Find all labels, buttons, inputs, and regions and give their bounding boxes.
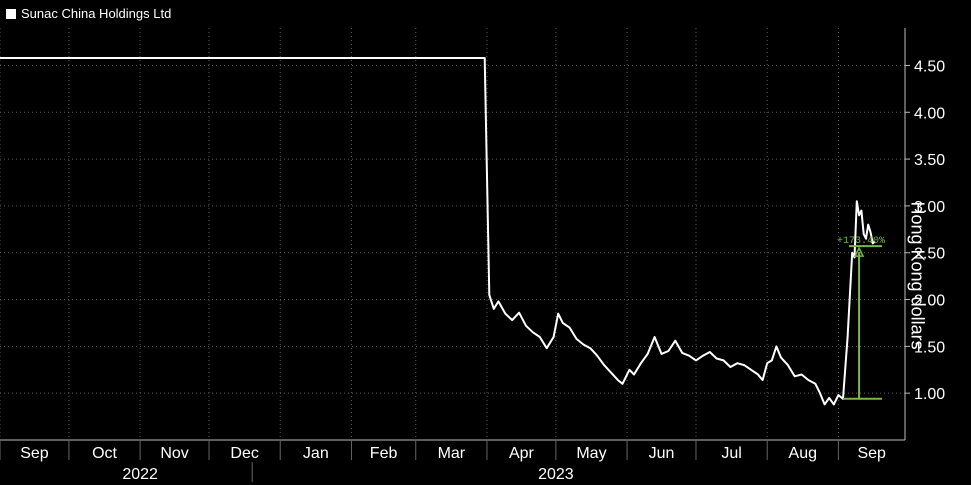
x-axis: Sep Oct Nov Dec Jan Feb Mar Apr May Jun Jul Aug Sep 2… (0, 439, 905, 483)
x-tick-label: May (576, 445, 606, 462)
x-tick-label: Jan (303, 445, 329, 462)
y-tick-label: 2.00 (914, 293, 945, 310)
y-tick-label: 1.00 (914, 386, 945, 403)
x-tick-label: Nov (160, 445, 188, 462)
y-tick-label: 4.50 (914, 58, 945, 75)
x-tick-label: Jul (721, 445, 741, 462)
year-label: 2023 (538, 466, 574, 483)
x-tick-label: Aug (789, 445, 817, 462)
series-layer (0, 57, 876, 406)
y-tick-label: 4.00 (914, 105, 945, 122)
y-tick-label: 2.50 (914, 246, 945, 263)
x-tick-label: Mar (438, 445, 466, 462)
chart-grid (0, 28, 905, 440)
annotation-arrow (853, 246, 865, 257)
x-tick-label: Oct (92, 445, 117, 462)
annotation-label: +173.40% (837, 236, 885, 247)
x-tick-label: Dec (230, 445, 258, 462)
x-tick-label: Apr (509, 445, 535, 462)
legend: Sunac China Holdings Ltd (6, 6, 171, 21)
y-axis-label: Hong Kong dollars (907, 201, 928, 350)
y-tick-label: 3.50 (914, 152, 945, 169)
x-tick-label: Sep (857, 445, 886, 462)
change-annotation: +173.40% (837, 236, 885, 400)
x-tick-label: Feb (370, 445, 398, 462)
legend-swatch (6, 8, 16, 19)
series-line (0, 57, 876, 406)
legend-label: Sunac China Holdings Ltd (21, 6, 172, 21)
x-tick-label: Sep (20, 445, 49, 462)
y-axis: 1.00 1.50 2.00 2.50 3.00 3.50 4.00 4.50 (904, 28, 945, 440)
x-tick-label: Jun (649, 445, 675, 462)
year-label: 2022 (122, 466, 158, 483)
y-tick-label: 3.00 (914, 199, 945, 216)
y-tick-label: 1.50 (914, 339, 945, 356)
